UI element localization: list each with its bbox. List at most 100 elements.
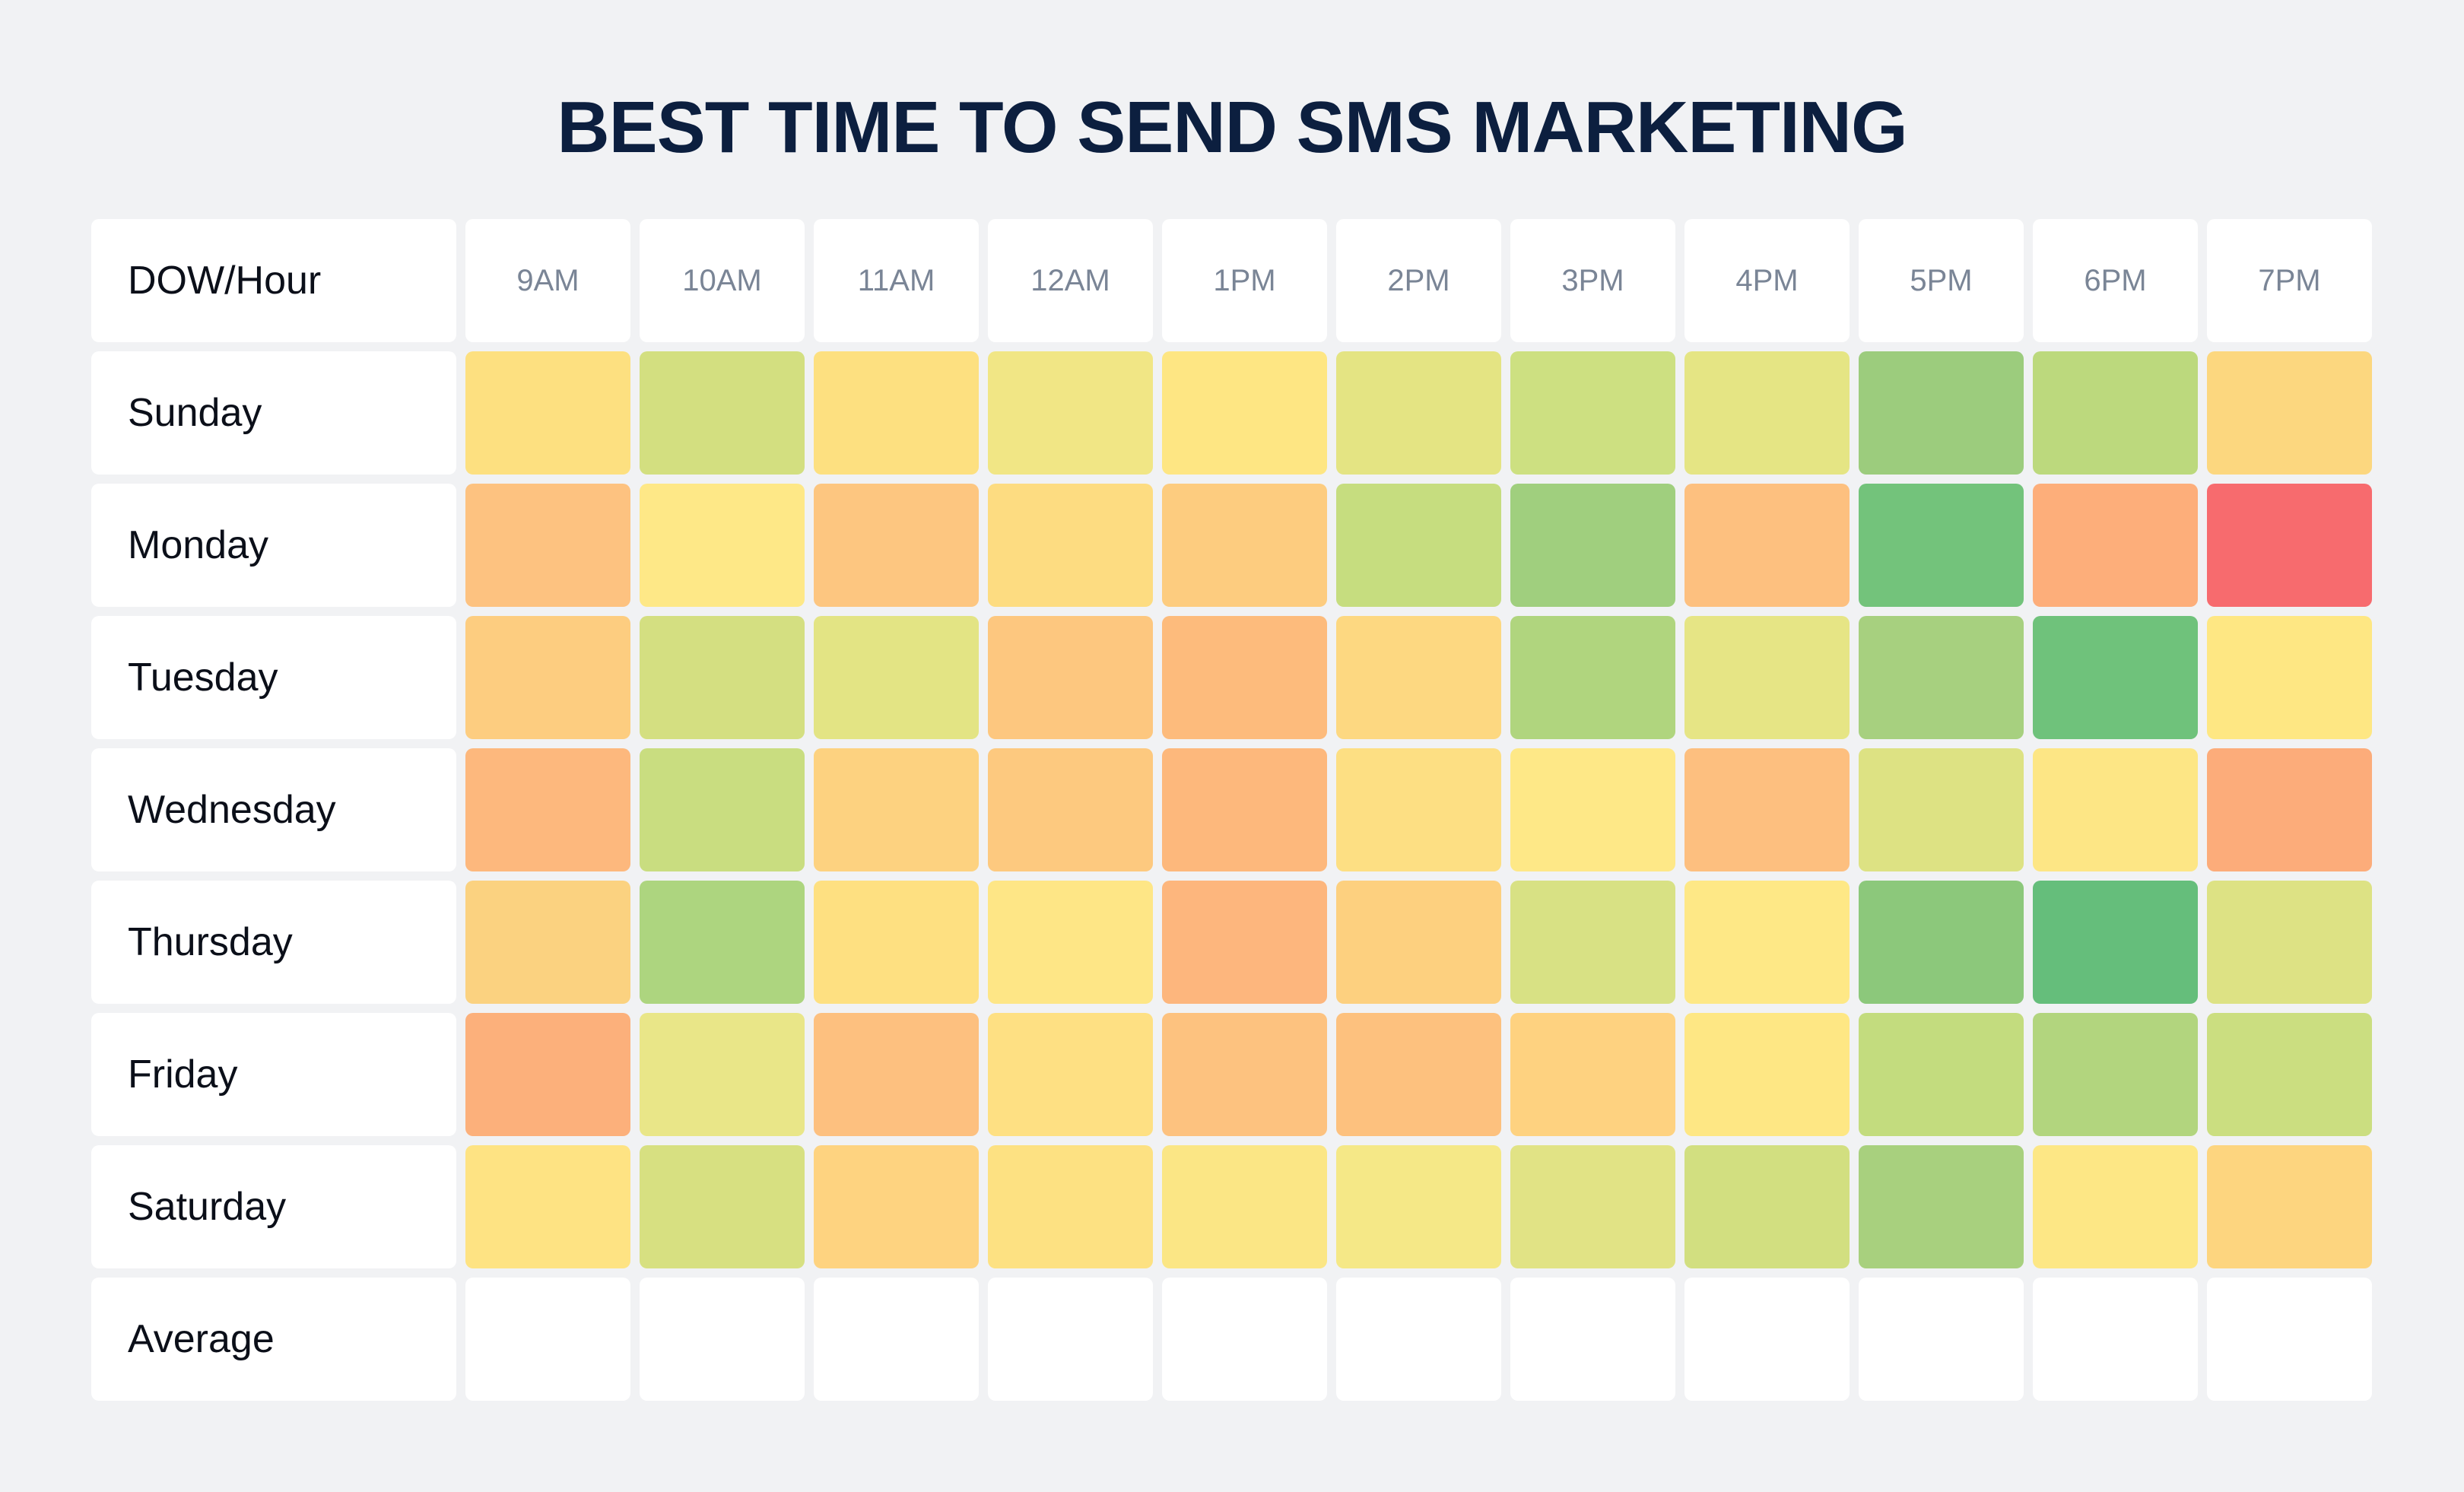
heat-cell-wednesday-10am <box>640 748 805 871</box>
heat-cell-wednesday-3pm <box>1510 748 1675 871</box>
heat-cell-tuesday-6pm <box>2033 616 2198 739</box>
heat-cell-tuesday-5pm <box>1859 616 2024 739</box>
hour-header-5pm: 5PM <box>1859 219 2024 342</box>
heat-cell-thursday-10am <box>640 881 805 1004</box>
heat-cell-friday-9am <box>465 1013 630 1136</box>
heatmap-grid: DOW/Hour 9AM 10AM 11AM 12AM 1PM 2PM 3PM 4PM 5PM 6P… <box>91 219 2372 1401</box>
heat-cell-wednesday-9am <box>465 748 630 871</box>
heat-cell-monday-6pm <box>2033 484 2198 607</box>
average-cell-11am <box>814 1278 979 1401</box>
heat-cell-sunday-1pm <box>1162 351 1327 475</box>
average-cell-9am <box>465 1278 630 1401</box>
average-label: Average <box>91 1278 456 1401</box>
heat-cell-monday-4pm <box>1684 484 1850 607</box>
heat-cell-tuesday-10am <box>640 616 805 739</box>
heat-cell-monday-12am <box>988 484 1153 607</box>
heat-cell-monday-2pm <box>1336 484 1501 607</box>
heat-cell-friday-5pm <box>1859 1013 2024 1136</box>
hour-header-4pm: 4PM <box>1684 219 1850 342</box>
heat-cell-saturday-10am <box>640 1145 805 1268</box>
heat-cell-sunday-5pm <box>1859 351 2024 475</box>
hour-header-12am: 12AM <box>988 219 1153 342</box>
day-label-monday: Monday <box>91 484 456 607</box>
heat-cell-friday-10am <box>640 1013 805 1136</box>
day-label-wednesday: Wednesday <box>91 748 456 871</box>
heat-cell-monday-1pm <box>1162 484 1327 607</box>
heat-cell-friday-7pm <box>2207 1013 2372 1136</box>
heat-cell-saturday-11am <box>814 1145 979 1268</box>
average-cell-12am <box>988 1278 1153 1401</box>
average-cell-1pm <box>1162 1278 1327 1401</box>
heat-cell-monday-10am <box>640 484 805 607</box>
heat-cell-saturday-4pm <box>1684 1145 1850 1268</box>
heat-cell-thursday-9am <box>465 881 630 1004</box>
heat-cell-friday-3pm <box>1510 1013 1675 1136</box>
heat-cell-wednesday-4pm <box>1684 748 1850 871</box>
heat-cell-monday-9am <box>465 484 630 607</box>
heat-cell-friday-2pm <box>1336 1013 1501 1136</box>
average-cell-3pm <box>1510 1278 1675 1401</box>
heat-cell-friday-1pm <box>1162 1013 1327 1136</box>
heat-cell-monday-11am <box>814 484 979 607</box>
heat-cell-wednesday-6pm <box>2033 748 2198 871</box>
hour-header-2pm: 2PM <box>1336 219 1501 342</box>
heat-cell-sunday-12am <box>988 351 1153 475</box>
heat-cell-wednesday-5pm <box>1859 748 2024 871</box>
heat-cell-tuesday-7pm <box>2207 616 2372 739</box>
hour-header-1pm: 1PM <box>1162 219 1327 342</box>
heat-cell-friday-4pm <box>1684 1013 1850 1136</box>
heat-cell-saturday-5pm <box>1859 1145 2024 1268</box>
heat-cell-wednesday-7pm <box>2207 748 2372 871</box>
heat-cell-sunday-2pm <box>1336 351 1501 475</box>
heat-cell-tuesday-1pm <box>1162 616 1327 739</box>
heat-cell-tuesday-2pm <box>1336 616 1501 739</box>
average-cell-4pm <box>1684 1278 1850 1401</box>
heat-cell-thursday-6pm <box>2033 881 2198 1004</box>
heat-cell-wednesday-11am <box>814 748 979 871</box>
heat-cell-monday-7pm <box>2207 484 2372 607</box>
corner-label: DOW/Hour <box>91 219 456 342</box>
heat-cell-saturday-1pm <box>1162 1145 1327 1268</box>
heat-cell-saturday-6pm <box>2033 1145 2198 1268</box>
day-label-friday: Friday <box>91 1013 456 1136</box>
heat-cell-wednesday-12am <box>988 748 1153 871</box>
heat-cell-saturday-12am <box>988 1145 1153 1268</box>
heat-cell-sunday-6pm <box>2033 351 2198 475</box>
heat-cell-tuesday-3pm <box>1510 616 1675 739</box>
day-label-saturday: Saturday <box>91 1145 456 1268</box>
heat-cell-saturday-3pm <box>1510 1145 1675 1268</box>
heat-cell-friday-6pm <box>2033 1013 2198 1136</box>
heat-cell-saturday-9am <box>465 1145 630 1268</box>
hour-header-7pm: 7PM <box>2207 219 2372 342</box>
heat-cell-monday-5pm <box>1859 484 2024 607</box>
heat-cell-saturday-7pm <box>2207 1145 2372 1268</box>
heat-cell-saturday-2pm <box>1336 1145 1501 1268</box>
heat-cell-wednesday-1pm <box>1162 748 1327 871</box>
hour-header-6pm: 6PM <box>2033 219 2198 342</box>
heat-cell-monday-3pm <box>1510 484 1675 607</box>
hour-header-11am: 11AM <box>814 219 979 342</box>
heat-cell-friday-12am <box>988 1013 1153 1136</box>
heat-cell-tuesday-12am <box>988 616 1153 739</box>
heat-cell-thursday-3pm <box>1510 881 1675 1004</box>
heat-cell-tuesday-9am <box>465 616 630 739</box>
heat-cell-sunday-4pm <box>1684 351 1850 475</box>
heat-cell-sunday-7pm <box>2207 351 2372 475</box>
heat-cell-wednesday-2pm <box>1336 748 1501 871</box>
chart-title: BEST TIME TO SEND SMS MARKETING <box>557 87 1907 168</box>
average-cell-6pm <box>2033 1278 2198 1401</box>
heat-cell-thursday-2pm <box>1336 881 1501 1004</box>
heat-cell-sunday-11am <box>814 351 979 475</box>
hour-header-9am: 9AM <box>465 219 630 342</box>
day-label-tuesday: Tuesday <box>91 616 456 739</box>
heat-cell-tuesday-11am <box>814 616 979 739</box>
heat-cell-thursday-11am <box>814 881 979 1004</box>
heat-cell-thursday-4pm <box>1684 881 1850 1004</box>
average-cell-7pm <box>2207 1278 2372 1401</box>
heat-cell-thursday-5pm <box>1859 881 2024 1004</box>
day-label-sunday: Sunday <box>91 351 456 475</box>
heat-cell-thursday-7pm <box>2207 881 2372 1004</box>
heat-cell-sunday-10am <box>640 351 805 475</box>
average-cell-10am <box>640 1278 805 1401</box>
heat-cell-thursday-12am <box>988 881 1153 1004</box>
